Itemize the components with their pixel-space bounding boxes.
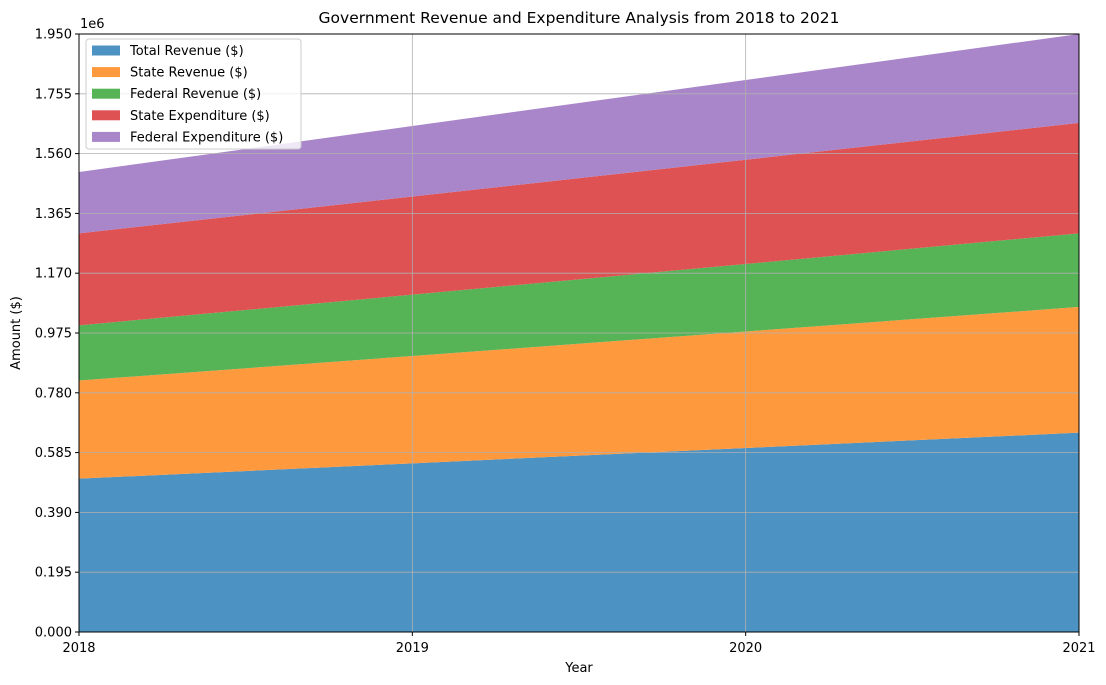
legend: Total Revenue ($) State Revenue ($) Federa… [85, 38, 302, 150]
legend-label-3: State Expenditure ($) [130, 109, 270, 124]
y-tick-label: 0.390 [35, 506, 72, 521]
x-axis-label: Year [564, 661, 593, 676]
y-tick-label: 1.560 [35, 147, 72, 162]
y-tick-label: 1.950 [35, 28, 72, 43]
axes: 0.000 0.195 0.390 0.585 0.780 0.975 1.170 1.365… [35, 28, 1096, 657]
y-tick-label: 0.975 [35, 327, 72, 342]
legend-swatch-0 [92, 45, 120, 56]
y-tick-label: 0.195 [35, 566, 72, 581]
y-scale-label: 1e6 [80, 17, 105, 32]
legend-swatch-4 [92, 131, 120, 142]
legend-label-4: Federal Expenditure ($) [130, 130, 283, 145]
legend-box [85, 38, 302, 150]
y-tick-label: 0.780 [35, 386, 72, 401]
y-axis-label: Amount ($) [9, 296, 24, 370]
y-tick-label: 1.170 [35, 267, 72, 282]
area-series-4 [79, 34, 1079, 234]
x-tick-label: 2020 [729, 641, 762, 656]
chart-title: Government Revenue and Expenditure Analy… [319, 9, 840, 27]
area-series-group [79, 34, 1079, 632]
legend-swatch-1 [92, 67, 120, 78]
x-tick-label: 2018 [62, 641, 95, 656]
area-series-2 [79, 233, 1079, 381]
legend-label-1: State Revenue ($) [130, 66, 248, 81]
y-tick-label: 0.585 [35, 446, 72, 461]
legend-label-2: Federal Revenue ($) [130, 87, 261, 102]
legend-swatch-2 [92, 88, 120, 99]
x-tick-label: 2021 [1062, 641, 1095, 656]
y-tick-label: 0.000 [35, 626, 72, 641]
area-series-3 [79, 122, 1079, 326]
legend-label-0: Total Revenue ($) [129, 44, 244, 59]
y-tick-label: 1.755 [35, 87, 72, 102]
x-tick-label: 2019 [396, 641, 429, 656]
legend-swatch-3 [92, 110, 120, 121]
y-tick-label: 1.365 [35, 207, 72, 222]
area-series-0 [79, 432, 1079, 632]
